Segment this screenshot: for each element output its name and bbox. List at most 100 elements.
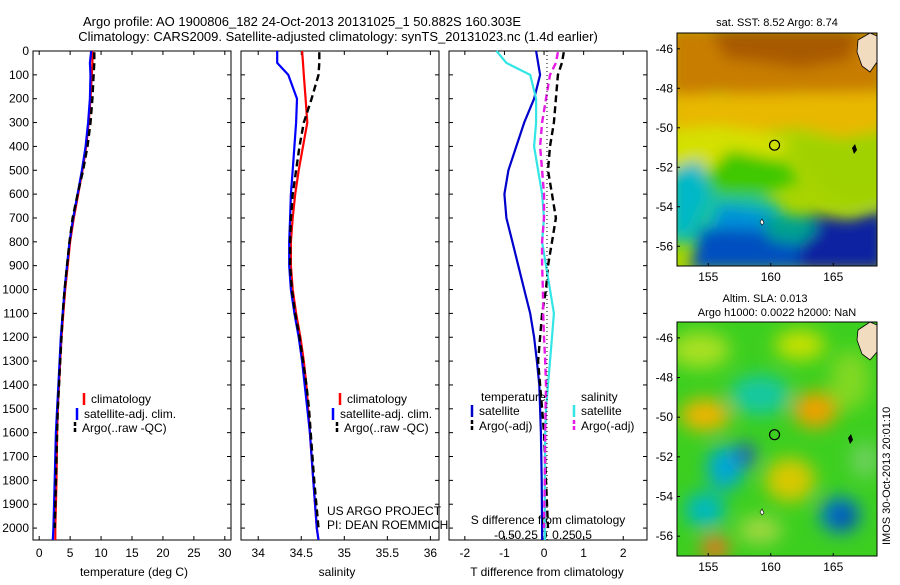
depth-tick-label: 1500 bbox=[2, 402, 29, 416]
depth-tick-label: 800 bbox=[9, 235, 29, 249]
x-tick-label: -1 bbox=[499, 546, 510, 560]
map-y-tick-label: -56 bbox=[656, 529, 674, 543]
depth-tick-label: 200 bbox=[9, 92, 29, 106]
map-y-tick-label: -54 bbox=[656, 490, 674, 504]
depth-tick-label: 400 bbox=[9, 139, 29, 153]
sla-map-title-line1: Altim. SLA: 0.013 bbox=[723, 293, 808, 305]
depth-tick-label: 900 bbox=[9, 259, 29, 273]
legend-satellite-adj: satellite-adj. clim. bbox=[340, 407, 432, 421]
x-tick-label: 0 bbox=[36, 546, 43, 560]
difference-xlabel: T difference from climatology bbox=[470, 565, 624, 579]
map-x-tick-label: 165 bbox=[823, 560, 843, 574]
x-tick-label: 36 bbox=[424, 546, 438, 560]
s-diff-tick-label: -0.25 bbox=[511, 528, 539, 542]
salinity-series-argo-raw-qc- bbox=[288, 52, 321, 529]
x-tick-label: 35 bbox=[338, 546, 352, 560]
difference-legend: temperature salinity satellite Argo(-adj… bbox=[470, 390, 634, 433]
x-tick-label: 34 bbox=[252, 546, 266, 560]
salinity-legend: climatology satellite-adj. clim. Argo(..… bbox=[331, 392, 432, 435]
difference-panel-frame bbox=[448, 50, 648, 541]
depth-tick-label: 1600 bbox=[2, 426, 29, 440]
x-tick-label: 1 bbox=[580, 546, 587, 560]
sst-map-title: sat. SST: 8.52 Argo: 8.74 bbox=[716, 17, 838, 29]
legend-argo: Argo(..raw -QC) bbox=[82, 421, 167, 435]
timestamp-label: IMOS 30-Oct-2013 20:01:10 bbox=[881, 407, 893, 545]
depth-tick-label: 1400 bbox=[2, 378, 29, 392]
legend-satellite-adj: satellite-adj. clim. bbox=[84, 407, 176, 421]
axis-ticks: 0100200300400500600700800900100011001200… bbox=[2, 44, 647, 560]
figure-title-line2: Climatology: CARS2009. Satellite-adjuste… bbox=[78, 29, 598, 44]
sst-argo-location-marker bbox=[768, 139, 781, 151]
map-y-tick-label: -48 bbox=[656, 81, 674, 95]
depth-tick-label: 1300 bbox=[2, 354, 29, 368]
legend-climatology: climatology bbox=[347, 392, 407, 406]
x-tick-label: 10 bbox=[94, 546, 108, 560]
legend-salinity-title: salinity bbox=[581, 390, 618, 404]
map-y-tick-label: -54 bbox=[656, 200, 674, 214]
depth-tick-label: 2000 bbox=[2, 521, 29, 535]
map-x-tick-label: 165 bbox=[823, 270, 843, 284]
sst-map-ticks: 155 160 165 -46 -48 -50 -52 -54 -56 bbox=[656, 42, 844, 284]
x-tick-label: -2 bbox=[460, 546, 471, 560]
x-tick-label: 0 bbox=[541, 546, 548, 560]
depth-tick-label: 1000 bbox=[2, 283, 29, 297]
depth-tick-label: 300 bbox=[9, 116, 29, 130]
temperature-legend: climatology satellite-adj. clim. Argo(..… bbox=[73, 392, 176, 435]
map-y-tick-label: -56 bbox=[656, 239, 674, 253]
x-tick-label: 35.5 bbox=[376, 546, 400, 560]
temperature-xlabel: temperature (deg C) bbox=[80, 565, 188, 579]
credit-line1: US ARGO PROJECT bbox=[327, 504, 442, 518]
x-tick-label: 34.5 bbox=[290, 546, 314, 560]
figure-title-line1: Argo profile: AO 1900806_182 24-Oct-2013… bbox=[83, 14, 521, 29]
difference-series-salinity-argo-adj- bbox=[538, 51, 560, 529]
depth-tick-label: 700 bbox=[9, 211, 29, 225]
map-y-tick-label: -52 bbox=[656, 160, 674, 174]
salinity-xlabel: salinity bbox=[319, 565, 356, 579]
legend-sal-satellite: satellite bbox=[581, 404, 622, 418]
map-y-tick-label: -52 bbox=[656, 450, 674, 464]
x-tick-label: 30 bbox=[218, 546, 232, 560]
salinity-panel-frame bbox=[240, 50, 440, 541]
legend-argo: Argo(..raw -QC) bbox=[344, 421, 429, 435]
map-x-tick-label: 160 bbox=[761, 560, 781, 574]
depth-tick-label: 1800 bbox=[2, 473, 29, 487]
depth-tick-label: 1700 bbox=[2, 450, 29, 464]
difference-series-temperature-argo-adj- bbox=[536, 51, 565, 529]
legend-sal-argo: Argo(-adj) bbox=[581, 419, 634, 433]
map-x-tick-label: 155 bbox=[698, 560, 718, 574]
map-y-tick-label: -50 bbox=[656, 121, 674, 135]
temperature-series-argo-raw-qc- bbox=[53, 52, 96, 529]
difference-xlabel-top: S difference from climatology bbox=[471, 513, 626, 527]
map-x-tick-label: 155 bbox=[698, 270, 718, 284]
x-tick-label: 15 bbox=[125, 546, 139, 560]
legend-climatology: climatology bbox=[91, 392, 151, 406]
sla-map-image bbox=[677, 322, 877, 556]
x-tick-label: 5 bbox=[67, 546, 74, 560]
temperature-series-satellite-adj-clim- bbox=[51, 50, 93, 541]
sla-map-ticks: 155 160 165 -46 -48 -50 -52 -54 -56 bbox=[656, 331, 844, 574]
legend-temp-argo: Argo(-adj) bbox=[479, 419, 532, 433]
sla-map-title-line2: Argo h1000: 0.0022 h2000: NaN bbox=[698, 307, 856, 319]
sla-map-frame bbox=[676, 321, 878, 557]
difference-series-temperature-satellite bbox=[503, 50, 544, 540]
map-y-tick-label: -48 bbox=[656, 371, 674, 385]
credit-line2: PI: DEAN ROEMMICH bbox=[327, 518, 448, 532]
depth-tick-label: 500 bbox=[9, 163, 29, 177]
s-diff-tick-label: 0.25 bbox=[552, 528, 576, 542]
temperature-panel-frame bbox=[32, 50, 232, 541]
depth-tick-label: 100 bbox=[9, 68, 29, 82]
depth-tick-label: 1200 bbox=[2, 330, 29, 344]
s-diff-tick-label: -0.5 bbox=[494, 528, 515, 542]
profile-lines bbox=[51, 50, 565, 541]
map-x-tick-label: 160 bbox=[761, 270, 781, 284]
map-y-tick-label: -50 bbox=[656, 410, 674, 424]
x-tick-label: 25 bbox=[187, 546, 201, 560]
sla-argo-location-marker bbox=[768, 429, 781, 441]
depth-tick-label: 1900 bbox=[2, 497, 29, 511]
x-tick-label: 20 bbox=[156, 546, 170, 560]
sst-map-frame bbox=[676, 32, 878, 267]
x-tick-label: 2 bbox=[620, 546, 627, 560]
legend-temp-satellite: satellite bbox=[479, 404, 520, 418]
